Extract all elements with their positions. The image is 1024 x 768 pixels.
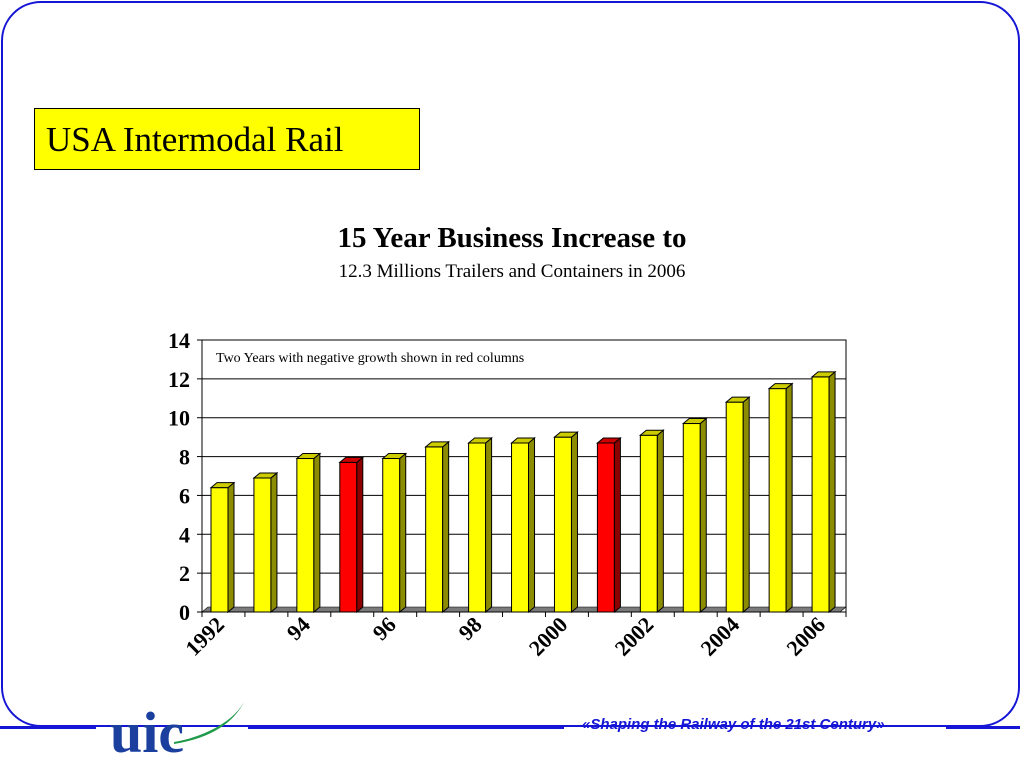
bar-front — [725, 401, 744, 613]
bar-side — [828, 370, 836, 614]
bar-front — [511, 442, 530, 613]
bar-top — [553, 431, 579, 438]
bar-side — [699, 417, 707, 614]
footer-line-middle — [248, 726, 564, 729]
x-tick-label: 94 — [282, 612, 315, 645]
bar-front — [339, 461, 358, 613]
x-tick-label: 98 — [453, 612, 486, 645]
bar-side — [528, 436, 536, 614]
footer-line-left — [0, 726, 96, 729]
bar-side — [485, 436, 493, 614]
bar-1993 — [252, 471, 279, 614]
footer-slogan: «Shaping the Railway of the 21st Century… — [582, 716, 885, 733]
bar-side — [742, 396, 750, 614]
bar-front — [425, 446, 444, 613]
bar-side — [785, 382, 793, 614]
bar-1995 — [338, 456, 365, 614]
y-tick-label: 8 — [179, 445, 190, 470]
bar-top — [424, 441, 451, 448]
chart-subtitle: 12.3 Millions Trailers and Containers in… — [338, 261, 686, 282]
bar-side — [570, 431, 578, 614]
chart-title: 15 Year Business Increase to — [337, 222, 687, 254]
bar-2003 — [681, 417, 708, 614]
bar-top — [381, 453, 408, 460]
uic-logo: uic — [110, 700, 244, 765]
bar-top — [810, 371, 837, 378]
y-tick-label: 14 — [168, 328, 190, 353]
x-tick-label: 2006 — [781, 612, 830, 661]
slide-heading-box: USA Intermodal Rail — [34, 108, 420, 170]
x-axis-ticks: 1992 94 96 98 2000 2002 2004 2006 — [180, 612, 847, 661]
bar-2000 — [553, 431, 579, 614]
bar-front — [468, 442, 487, 613]
bar-front — [296, 458, 315, 613]
bar-top — [252, 472, 279, 479]
bar-1994 — [295, 452, 322, 614]
bar-top — [681, 418, 708, 425]
y-tick-label: 2 — [179, 561, 190, 586]
bar-front — [382, 458, 401, 613]
bar-2001 — [596, 436, 622, 614]
bar-front — [596, 442, 615, 613]
bar-front — [210, 487, 229, 613]
bars — [209, 370, 837, 614]
bar-front — [811, 376, 830, 613]
bar-top — [724, 396, 751, 403]
bar-side — [356, 456, 364, 614]
y-tick-label: 6 — [179, 483, 190, 508]
x-tick-label: 2000 — [524, 612, 573, 661]
bar-2002 — [638, 429, 665, 614]
y-tick-label: 4 — [179, 522, 190, 547]
bar-side — [270, 471, 278, 614]
chart-annotation: Two Years with negative growth shown in … — [216, 351, 524, 366]
bar-side — [613, 436, 621, 614]
bar-front — [682, 423, 701, 613]
logo-text: uic — [110, 700, 184, 765]
x-tick-label: 2004 — [695, 612, 744, 661]
bar-1996 — [381, 452, 408, 614]
bar-2004 — [724, 396, 751, 614]
bar-1992 — [209, 481, 236, 614]
bar-top — [767, 383, 794, 390]
bar-top — [209, 482, 236, 489]
bar-front — [768, 388, 787, 613]
bar-side — [227, 481, 235, 614]
bar-front — [639, 434, 658, 613]
bar-2005 — [767, 382, 794, 614]
bar-top — [467, 437, 493, 444]
bar-front — [253, 477, 272, 613]
bar-top — [638, 429, 665, 436]
y-axis-ticks: 0 2 4 6 8 10 12 14 — [168, 328, 202, 625]
bar-1999 — [510, 436, 536, 614]
footer-line-right — [946, 726, 1020, 729]
bar-front — [553, 436, 572, 613]
bar-top — [295, 453, 322, 460]
bar-1997 — [424, 440, 451, 614]
bar-top — [596, 437, 622, 444]
bar-side — [399, 452, 407, 614]
x-tick-label: 2002 — [610, 612, 659, 661]
bar-1998 — [467, 436, 493, 614]
bar-top — [510, 437, 536, 444]
logo-swoosh — [174, 702, 244, 744]
y-tick-label: 12 — [168, 367, 190, 392]
slide-heading: USA Intermodal Rail — [46, 120, 344, 159]
x-tick-label: 96 — [368, 612, 401, 645]
bar-top — [338, 456, 365, 463]
bar-side — [313, 452, 321, 614]
y-tick-label: 10 — [168, 406, 190, 431]
y-tick-label: 0 — [179, 600, 190, 625]
bar-2006 — [810, 370, 837, 614]
bar-side — [442, 440, 450, 614]
bar-side — [656, 429, 664, 614]
